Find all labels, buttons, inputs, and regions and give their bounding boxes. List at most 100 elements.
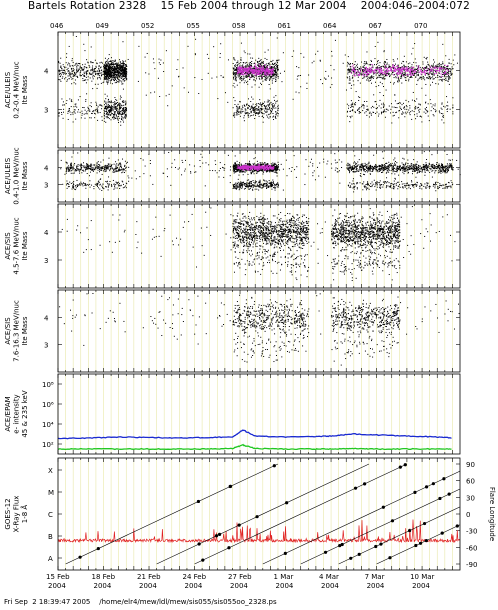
data-point (110, 76, 112, 78)
data-point (240, 77, 242, 79)
data-point (118, 112, 120, 114)
data-point (114, 67, 116, 69)
data-point (247, 53, 249, 55)
data-point (76, 69, 78, 71)
data-point (107, 67, 109, 69)
heavy-ion-point (252, 68, 254, 71)
data-point (104, 69, 106, 71)
data-point (99, 112, 101, 114)
data-point (116, 70, 118, 72)
data-point (229, 169, 231, 171)
data-point (96, 183, 98, 185)
heavy-ion-point (433, 73, 436, 75)
data-point (65, 102, 67, 104)
data-point (119, 187, 121, 189)
data-point (104, 67, 106, 69)
heavy-ion-point (260, 71, 262, 73)
data-point (149, 160, 151, 162)
data-point (79, 65, 81, 67)
data-point (368, 116, 370, 118)
heavy-ion-point (272, 68, 274, 71)
data-point (73, 168, 75, 170)
data-point (452, 167, 454, 169)
data-point (113, 113, 115, 115)
data-point (108, 98, 110, 100)
data-point (256, 109, 258, 111)
data-point (72, 61, 74, 63)
data-point (266, 111, 268, 113)
data-point (112, 171, 114, 173)
data-point (98, 104, 100, 106)
data-point (327, 75, 329, 77)
data-point (418, 73, 420, 75)
data-point (112, 113, 114, 115)
data-point (239, 65, 241, 67)
data-point (427, 110, 429, 112)
data-point (121, 83, 123, 85)
heavy-ion-point (247, 69, 249, 71)
data-point (131, 177, 133, 179)
data-point (119, 69, 121, 71)
data-point (103, 167, 105, 169)
data-point (403, 107, 405, 109)
data-point (427, 72, 429, 74)
data-point (115, 107, 117, 109)
data-point (71, 67, 73, 69)
data-point (96, 184, 98, 186)
data-point (424, 67, 426, 69)
heavy-ion-point (255, 67, 258, 69)
data-point (252, 108, 254, 110)
data-point (382, 102, 384, 104)
data-point (59, 76, 61, 78)
data-point (107, 75, 109, 77)
data-point (109, 77, 111, 79)
data-point (104, 75, 106, 77)
data-point (103, 112, 105, 114)
data-point (187, 45, 189, 47)
data-point (365, 62, 367, 64)
heavy-ion-point (401, 70, 403, 72)
data-point (119, 73, 121, 75)
data-point (438, 62, 440, 64)
data-point (80, 169, 82, 171)
data-point (72, 75, 74, 77)
data-point (277, 109, 279, 111)
data-point (80, 166, 82, 168)
data-point (123, 111, 125, 113)
data-point (122, 62, 124, 64)
heavy-ion-point (255, 68, 257, 70)
data-point (251, 74, 253, 76)
data-point (422, 69, 424, 71)
data-point (416, 107, 418, 109)
heavy-ion-point (442, 67, 444, 70)
data-point (424, 102, 426, 104)
heavy-ion-point (238, 68, 241, 70)
heavy-ion-point (420, 70, 422, 72)
data-point (389, 65, 391, 67)
data-point (101, 190, 103, 192)
data-point (123, 63, 125, 65)
data-point (113, 72, 115, 74)
heavy-ion-point (257, 70, 259, 72)
data-point (238, 62, 240, 64)
data-point (265, 69, 267, 71)
data-point (96, 107, 98, 109)
data-point (80, 181, 82, 183)
data-point (417, 78, 419, 80)
data-point (69, 66, 71, 68)
data-point (184, 159, 186, 161)
data-point (271, 74, 273, 76)
data-point (127, 58, 129, 60)
heavy-ion-point (365, 66, 368, 69)
data-point (235, 69, 237, 71)
data-point (262, 71, 264, 73)
data-point (125, 73, 127, 75)
data-point (103, 71, 105, 73)
data-point (111, 164, 113, 166)
data-point (79, 183, 81, 185)
data-point (370, 113, 372, 115)
data-point (245, 66, 247, 68)
data-point (267, 63, 269, 65)
data-point (87, 183, 89, 185)
data-point (109, 66, 111, 68)
